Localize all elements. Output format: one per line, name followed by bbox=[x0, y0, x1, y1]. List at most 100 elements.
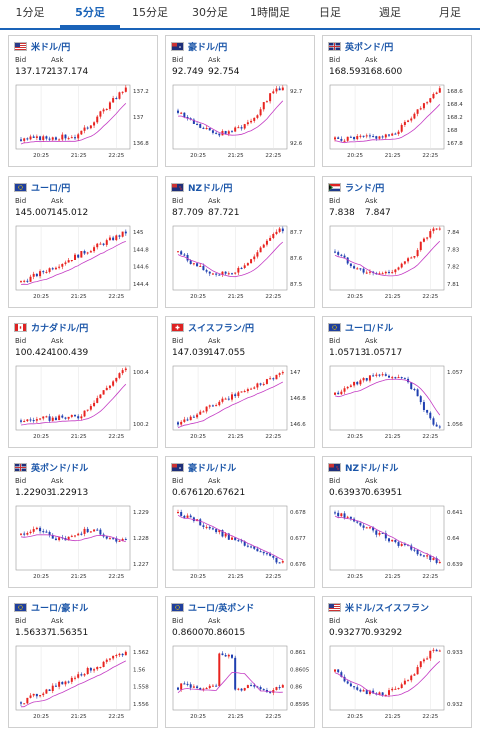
currency-pair-title[interactable]: ユーロ/英ポンド bbox=[171, 601, 254, 614]
y-tick-label: 87.6 bbox=[290, 256, 303, 262]
currency-pair-title[interactable]: カナダドル/円 bbox=[14, 321, 88, 334]
candle-body bbox=[429, 412, 432, 419]
candlestick-chart[interactable]: 0.678 0.677 0.676 20:25 21:25 22:25 bbox=[169, 504, 311, 584]
candle-body bbox=[70, 415, 73, 417]
candle-body bbox=[61, 134, 64, 140]
candle-body bbox=[337, 137, 340, 139]
candle-body bbox=[426, 658, 429, 660]
rate-card[interactable]: 英ポンド/ドル Bid Ask 1.22903 1.22913 1.229 1.228 1.2… bbox=[8, 456, 158, 588]
candle-body bbox=[192, 517, 195, 522]
candlestick-chart[interactable]: 87.7 87.6 87.5 20:25 21:25 22:25 bbox=[169, 224, 311, 304]
rate-card[interactable]: ユーロ/円 Bid Ask 145.007 145.012 145 144.8 144.6 14… bbox=[8, 176, 158, 308]
candle-body bbox=[177, 251, 179, 253]
rate-card[interactable]: 米ドル/円 Bid Ask 137.172 137.174 137.2 137 136.8 20… bbox=[8, 35, 158, 167]
rate-card[interactable]: 英ポンド/円 Bid Ask 168.593 168.600 168.6 168.4 168.… bbox=[322, 35, 472, 167]
tab-3[interactable]: 30分足 bbox=[192, 6, 228, 19]
candle-body bbox=[20, 533, 22, 535]
candle-body bbox=[250, 120, 253, 123]
candlestick-chart[interactable]: 7.84 7.83 7.82 7.81 20:25 21:25 22:25 bbox=[326, 224, 468, 304]
candlestick-chart[interactable]: 145 144.8 144.6 144.4 20:25 21:25 22:25 bbox=[12, 224, 154, 304]
currency-pair-title[interactable]: スイスフラン/円 bbox=[171, 321, 254, 334]
candlestick-chart[interactable]: 1.562 1.56 1.558 1.556 20:25 21:25 22:25 bbox=[12, 644, 154, 724]
candlestick-chart[interactable]: 0.641 0.64 0.639 20:25 21:25 22:25 bbox=[326, 504, 468, 584]
candlestick-chart[interactable]: 100.4 100.2 20:25 21:25 22:25 bbox=[12, 364, 154, 444]
candle-body bbox=[359, 268, 362, 270]
rate-card[interactable]: カナダドル/円 Bid Ask 100.424 100.439 100.4 100.2 20:… bbox=[8, 316, 158, 448]
candle-body bbox=[407, 258, 410, 262]
candlestick-chart[interactable]: 0.861 0.8605 0.86 0.8595 20:25 21:25 22:25 bbox=[169, 644, 311, 724]
candle-body bbox=[32, 136, 35, 138]
currency-pair-title[interactable]: ユーロ/円 bbox=[14, 181, 70, 194]
currency-pair-title[interactable]: ユーロ/豪ドル bbox=[14, 601, 88, 614]
candle-body bbox=[391, 133, 394, 136]
tab-4[interactable]: 1時間足 bbox=[250, 6, 290, 19]
tab-1[interactable]: 5分足 bbox=[60, 0, 120, 28]
candle-body bbox=[35, 273, 38, 277]
candle-body bbox=[29, 276, 32, 282]
candle-body bbox=[419, 396, 422, 403]
currency-pair-title[interactable]: 英ポンド/円 bbox=[328, 40, 393, 53]
candle-body bbox=[180, 683, 183, 690]
chart-svg: 0.861 0.8605 0.86 0.8595 20:25 21:25 22:25 bbox=[172, 645, 310, 720]
rate-card[interactable]: NZドル/ドル Bid Ask 0.63937 0.63951 0.641 0.64 0.63… bbox=[322, 456, 472, 588]
candle-body bbox=[246, 263, 249, 266]
currency-pair-title[interactable]: 米ドル/円 bbox=[14, 40, 70, 53]
flag-icon bbox=[14, 603, 27, 612]
rate-card[interactable]: スイスフラン/円 Bid Ask 147.039 147.055 147 146.8 146.… bbox=[165, 316, 315, 448]
rate-card[interactable]: ユーロ/豪ドル Bid Ask 1.56337 1.56351 1.562 1.56 1.55… bbox=[8, 596, 158, 728]
tab-6[interactable]: 週足 bbox=[379, 6, 401, 19]
candle-body bbox=[218, 530, 221, 533]
candle-body bbox=[86, 252, 89, 254]
candle-body bbox=[388, 538, 390, 542]
candle-body bbox=[259, 383, 262, 385]
candlestick-chart[interactable]: 0.933 0.932 20:25 21:25 22:25 bbox=[326, 644, 468, 724]
currency-pair-title[interactable]: 英ポンド/ドル bbox=[14, 461, 88, 474]
currency-pair-title[interactable]: ユーロ/ドル bbox=[328, 321, 393, 334]
rate-card[interactable]: 米ドル/スイスフラン Bid Ask 0.93277 0.93292 0.933 0.932… bbox=[322, 596, 472, 728]
tab-5[interactable]: 日足 bbox=[319, 6, 341, 19]
candle-body bbox=[337, 392, 340, 395]
candle-body bbox=[54, 538, 57, 541]
candle-body bbox=[384, 134, 387, 138]
y-tick-label: 0.641 bbox=[447, 510, 463, 516]
candle-body bbox=[180, 421, 183, 425]
candle-body bbox=[381, 532, 384, 534]
candlestick-chart[interactable]: 168.6 168.4 168.2 168 167.8 20:25 21:25 22:25 bbox=[326, 83, 468, 163]
moving-average-line bbox=[334, 240, 441, 277]
currency-pair-title[interactable]: 米ドル/スイスフラン bbox=[328, 601, 429, 614]
rate-card[interactable]: ユーロ/ドル Bid Ask 1.05713 1.05717 1.057 1.056 20:2… bbox=[322, 316, 472, 448]
candle-body bbox=[48, 416, 51, 421]
candle-body bbox=[77, 254, 80, 258]
tab-7[interactable]: 月足 bbox=[439, 6, 461, 19]
candlestick-chart[interactable]: 92.7 92.6 20:25 21:25 22:25 bbox=[169, 83, 311, 163]
currency-pair-title[interactable]: ランド/円 bbox=[328, 181, 384, 194]
moving-average-line bbox=[20, 241, 126, 285]
candle-body bbox=[211, 405, 214, 407]
rate-card[interactable]: 豪ドル/円 Bid Ask 92.749 92.754 92.7 92.6 20:25 21:2… bbox=[165, 35, 315, 167]
bid-label: Bid bbox=[172, 477, 184, 485]
currency-pair-title[interactable]: NZドル/ドル bbox=[328, 461, 398, 474]
tab-0[interactable]: 1分足 bbox=[15, 6, 45, 19]
candlestick-chart[interactable]: 1.057 1.056 20:25 21:25 22:25 bbox=[326, 364, 468, 444]
candlestick-chart[interactable]: 137.2 137 136.8 20:25 21:25 22:25 bbox=[12, 83, 154, 163]
currency-pair-title[interactable]: 豪ドル/円 bbox=[171, 40, 227, 53]
candle-body bbox=[26, 419, 29, 422]
ask-label: Ask bbox=[208, 337, 221, 345]
candlestick-chart[interactable]: 147 146.8 146.6 20:25 21:25 22:25 bbox=[169, 364, 311, 444]
tab-2[interactable]: 15分足 bbox=[132, 6, 168, 19]
currency-pair-title[interactable]: 豪ドル/ドル bbox=[171, 461, 236, 474]
rate-card[interactable]: ユーロ/英ポンド Bid Ask 0.86007 0.86015 0.861 0.8605 0… bbox=[165, 596, 315, 728]
rate-card[interactable]: 豪ドル/ドル Bid Ask 0.67612 0.67621 0.678 0.677 0.67… bbox=[165, 456, 315, 588]
currency-pair-title[interactable]: NZドル/円 bbox=[171, 181, 232, 194]
y-tick-label: 100.4 bbox=[133, 370, 149, 376]
candle-body bbox=[32, 273, 35, 277]
candle-body bbox=[83, 410, 86, 417]
rate-card[interactable]: ランド/円 Bid Ask 7.838 7.847 7.84 7.83 7.82 7.81 20:… bbox=[322, 176, 472, 308]
candle-body bbox=[240, 688, 243, 691]
candlestick-chart[interactable]: 1.229 1.228 1.227 20:25 21:25 22:25 bbox=[12, 504, 154, 584]
candle-body bbox=[102, 243, 105, 245]
rate-card[interactable]: NZドル/円 Bid Ask 87.709 87.721 87.7 87.6 87.5 20:2… bbox=[165, 176, 315, 308]
candle-body bbox=[272, 555, 275, 558]
candle-body bbox=[240, 540, 243, 542]
x-tick-label: 22:25 bbox=[265, 574, 281, 580]
